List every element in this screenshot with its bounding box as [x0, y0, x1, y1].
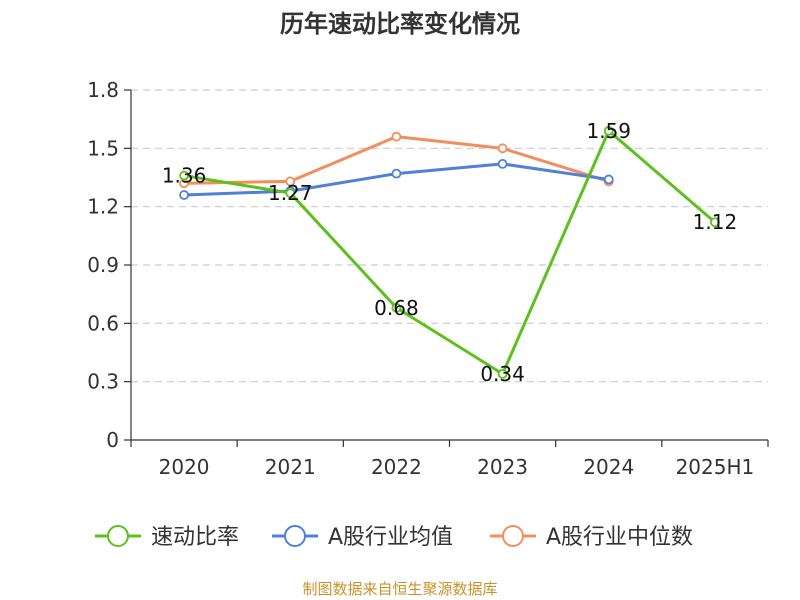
- x-tick-label: 2022: [371, 455, 422, 479]
- data-point: [391, 302, 402, 313]
- data-point: [285, 188, 296, 198]
- source-note: 制图数据来自恒生聚源数据库: [302, 580, 497, 598]
- data-point: [603, 125, 614, 136]
- legend-item: 速动比率: [95, 525, 239, 550]
- legend-marker: [502, 525, 524, 547]
- data-label: 0.34: [480, 362, 525, 386]
- x-tick-label: 2021: [265, 455, 316, 479]
- x-tick-label: 2020: [159, 455, 210, 479]
- data-label: 1.27: [268, 181, 313, 205]
- y-tick-label: 1.5: [87, 136, 119, 160]
- data-label: 1.36: [162, 164, 207, 188]
- data-point: [603, 174, 614, 185]
- data-labels: 1.36 1.27 0.68 0.34 1.59 1.12: [162, 119, 737, 386]
- y-tick-label: 0: [106, 428, 119, 452]
- data-point: [391, 168, 402, 179]
- data-point: [497, 158, 508, 169]
- data-point: [497, 368, 508, 379]
- y-tick-label: 1.2: [87, 195, 119, 219]
- series-group: [179, 125, 720, 379]
- legend: 速动比率 A股行业均值 A股行业中位数: [95, 525, 693, 550]
- data-label: 1.59: [586, 119, 631, 143]
- data-point: [710, 217, 720, 228]
- axes: 0 0.3 0.6 0.9 1.2 1.5 1.8 2020 2021 2022 2023 2024 2…: [87, 78, 769, 479]
- x-tick-label: 2023: [477, 455, 528, 479]
- legend-item: A股行业均值: [272, 525, 453, 550]
- legend-item: A股行业中位数: [490, 525, 693, 550]
- data-point: [497, 143, 508, 154]
- x-tick-label: 2024: [583, 455, 634, 479]
- series-1: [179, 158, 614, 200]
- y-tick-label: 0.9: [87, 253, 119, 277]
- data-label: 0.68: [374, 296, 419, 320]
- y-tick-label: 1.8: [87, 78, 119, 102]
- y-tick-label: 0.3: [87, 370, 119, 394]
- data-label: 1.12: [693, 210, 738, 234]
- data-point: [179, 170, 189, 181]
- data-point: [179, 190, 189, 200]
- grid-lines: [131, 89, 768, 383]
- data-point: [285, 176, 296, 187]
- legend-marker: [284, 525, 306, 547]
- legend-label: A股行业均值: [328, 525, 453, 550]
- series-line: [183, 129, 716, 376]
- series-line: [184, 162, 609, 197]
- legend-marker: [107, 525, 129, 547]
- legend-label: 速动比率: [151, 525, 239, 550]
- x-tick-label: 2025H1: [676, 455, 755, 479]
- y-tick-label: 0.6: [87, 311, 119, 335]
- series-0: [179, 125, 720, 379]
- series-2: [179, 131, 614, 189]
- legend-label: A股行业中位数: [546, 525, 693, 550]
- chart-title: 历年速动比率变化情况: [280, 10, 520, 38]
- data-point: [391, 131, 402, 142]
